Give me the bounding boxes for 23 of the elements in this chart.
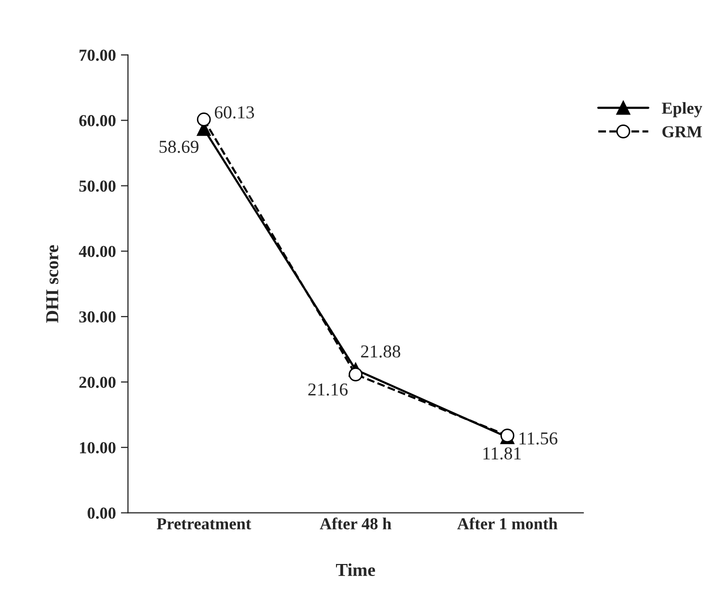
x-tick-label: After 1 month	[457, 518, 558, 530]
y-tick-label: 70.00	[80, 50, 116, 61]
x-tick-label: After 48 h	[320, 518, 392, 530]
data-label: 60.13	[214, 106, 254, 119]
y-tick-label: 50.00	[79, 180, 116, 192]
data-label: 11.56	[520, 432, 558, 445]
y-axis-title: DHI score	[46, 245, 58, 323]
y-tick-label: 0.00	[88, 508, 116, 519]
y-tick-label: 20.00	[79, 376, 116, 388]
y-tick-label: 30.00	[79, 311, 116, 323]
data-label: 21.16	[308, 383, 348, 396]
point	[348, 367, 363, 382]
y-tick-label: 10.00	[80, 442, 116, 454]
x-axis-title: Time	[336, 563, 376, 576]
legend-label: GRM	[662, 126, 702, 138]
point	[196, 112, 211, 126]
data-label: 21.88	[361, 345, 400, 358]
data-label: 11.81	[483, 447, 521, 460]
data-label: 58.69	[160, 140, 198, 153]
y-tick-label: 60.00	[79, 115, 116, 126]
y-tick-label: 40.00	[78, 246, 116, 258]
x-tick-label: Pretreatment	[156, 518, 252, 530]
legend-label: Epley	[662, 102, 702, 118]
